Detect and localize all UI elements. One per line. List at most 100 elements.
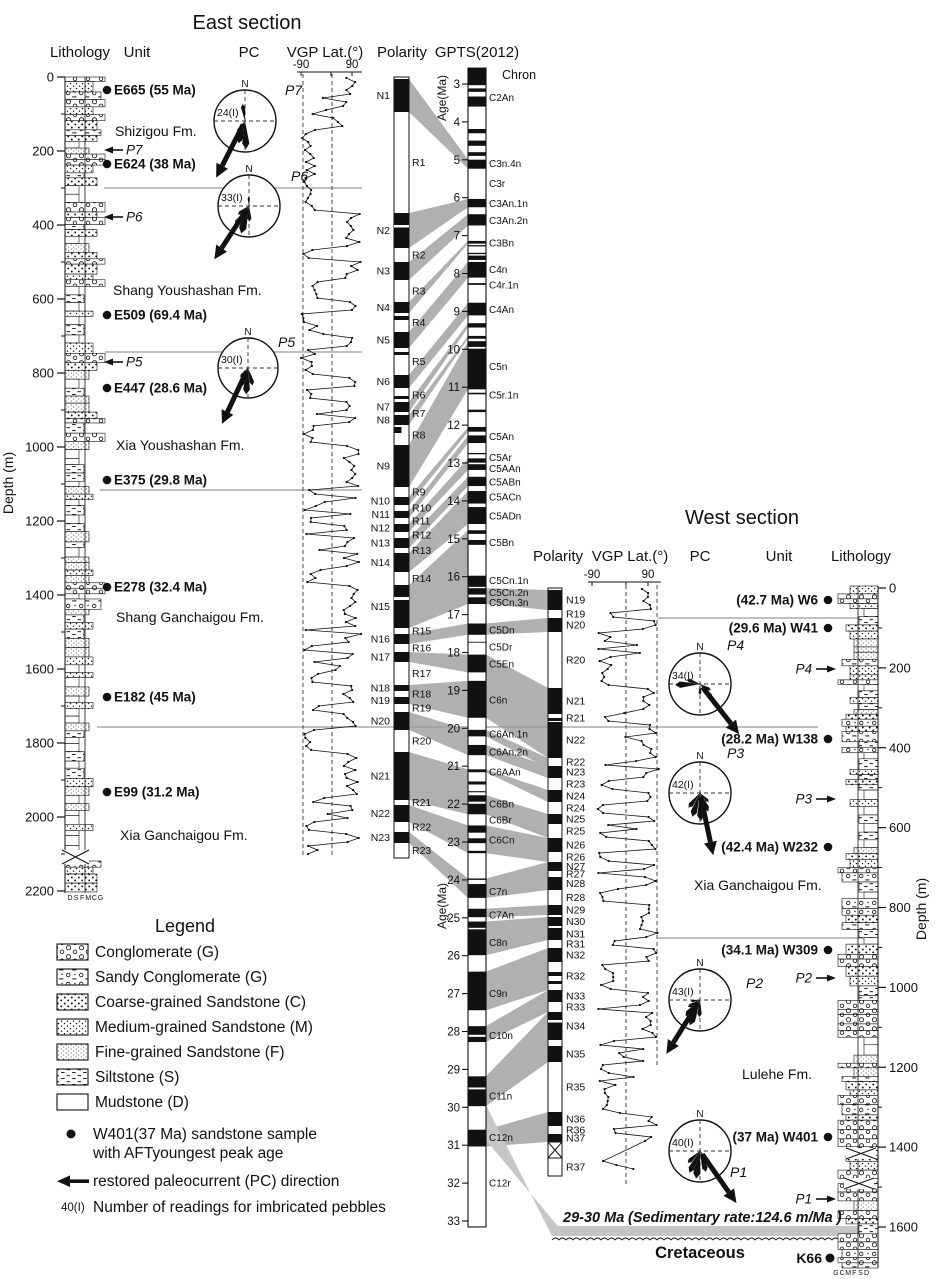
east-vgp-data-point (353, 384, 356, 388)
east-vgp-data-point (323, 796, 326, 800)
west-grainsize-letter: C (840, 1270, 845, 1277)
west-vgp-data-point (606, 667, 609, 671)
east-depth-tick-label: 2000 (25, 810, 54, 825)
east-lithology-bed (64, 224, 85, 230)
west-vgp-data-point (641, 995, 645, 999)
east-vgp-data-point (313, 660, 316, 664)
west-vgp-data-point (642, 599, 645, 603)
east-lithology-bed (64, 81, 94, 93)
gpts-west-correlation-band (486, 744, 548, 778)
polarity-zone-label: R13 (412, 545, 431, 557)
east-lithology-bed (64, 273, 94, 281)
chron-label: C8n (489, 938, 507, 949)
gpts-normal-chron (468, 261, 486, 278)
east-lithology-bed (64, 387, 85, 397)
rose-P5-reading-count: 30(I) (221, 354, 243, 366)
west-p-marker-label: P3 (795, 792, 812, 807)
east-vgp-data-point (345, 400, 348, 404)
west-polarity-normal-zone (548, 917, 562, 926)
rose-P3-petal (690, 793, 700, 817)
gpts-west-correlation-band (486, 729, 548, 768)
west-vgp-data-point (642, 695, 645, 699)
rose-P7-petal (242, 121, 250, 149)
polarity-zone-label: R33 (566, 1002, 585, 1014)
east-gpts-correlation-band (409, 805, 468, 854)
east-vgp-data-point (345, 784, 349, 788)
west-lithology-bed (849, 1089, 879, 1096)
polarity-zone-label: N22 (566, 735, 585, 747)
west-vgp-data-point (597, 631, 600, 635)
west-polarity-normal-zone (548, 1046, 562, 1062)
west-vgp-data-point (614, 1083, 617, 1087)
east-vgp-data-point (351, 84, 354, 88)
east-vgp-data-point (304, 160, 308, 164)
rose-P4-petal (675, 681, 700, 688)
east-vgp-data-point (343, 612, 347, 616)
gpts-west-correlation-band (486, 1012, 548, 1107)
west-vgp-curve (597, 588, 659, 1170)
west-grainsize-letter: D (864, 1270, 869, 1277)
polarity-zone-label: N2 (377, 225, 391, 237)
east-vgp-data-point (348, 376, 351, 380)
west-vgp-data-point (647, 911, 651, 915)
east-vgp-data-point (322, 332, 325, 336)
polarity-zone-label: R12 (412, 530, 431, 542)
east-depth-tick-label: 800 (32, 366, 54, 381)
east-lithology-bed (64, 449, 80, 459)
west-vgp-data-point (642, 699, 645, 703)
east-vgp-data-point (345, 408, 348, 412)
east-vgp-data-point (353, 380, 357, 384)
east-lithology-bed (64, 378, 80, 389)
rose-P3-label: P3 (727, 745, 744, 761)
east-lithology-bed (64, 334, 80, 344)
west-vgp-data-point (599, 983, 603, 987)
west-vgp-data-point (646, 799, 649, 803)
west-header-vgp: VGP Lat.(°) (592, 548, 669, 565)
polarity-zone-label: R1 (412, 157, 426, 169)
west-sample-label: (42.7 Ma) W6 (736, 593, 818, 608)
east-vgp-data-point (313, 288, 316, 292)
polarity-zone-label: N19 (371, 695, 390, 707)
rose-P1-reading-count: 40(I) (672, 1137, 694, 1149)
formation-label: Xia Ganchaigou Fm. (120, 827, 248, 843)
west-vgp-data-point (602, 675, 606, 679)
polarity-zone-label: N17 (371, 652, 390, 664)
gpts-normal-chron (468, 878, 486, 880)
west-vgp-data-point (614, 1131, 617, 1135)
east-sample-dot (102, 787, 112, 797)
gpts-normal-chron (468, 283, 486, 285)
gpts-normal-chron (468, 971, 486, 1011)
west-lithology-bed (845, 713, 879, 720)
west-grainsize-letter: M (845, 1270, 851, 1277)
west-lithology-bed (849, 859, 879, 868)
polarity-zone-label: R27 (566, 869, 585, 881)
east-vgp-data-point (312, 424, 315, 428)
gpts-normal-chron (468, 140, 486, 146)
polarity-zone-label: N12 (371, 523, 390, 535)
east-lithology-bed (64, 715, 80, 724)
east-lithology-bed (64, 362, 98, 371)
west-lithology-bed (849, 585, 879, 595)
west-depth-tick-label: 0 (889, 581, 896, 596)
west-vgp-data-point (645, 771, 648, 775)
west-vgp-data-point (652, 619, 656, 623)
age-tick-label: 17 (447, 610, 460, 622)
east-vgp-data-point (310, 676, 313, 680)
rose-P5-arrow-shaft (225, 370, 249, 414)
chron-label: C7An (489, 910, 514, 921)
west-vgp-data-point (609, 987, 612, 991)
legend-items: Conglomerate (G) Sandy Conglomerate (G) … (56, 943, 386, 1216)
rose-P1-arrow-shaft (700, 1152, 731, 1194)
east-sample-label: E447 (28.6 Ma) (114, 381, 207, 396)
east-polarity-normal-zone (394, 511, 409, 518)
west-lithology-bed (845, 943, 879, 955)
east-vgp-data-point (311, 680, 314, 684)
k66-sample-label: K66 (796, 1250, 822, 1266)
west-p-marker-arrowhead (827, 665, 836, 673)
west-polarity-normal-zone (548, 1134, 562, 1142)
gpts-normal-chron (468, 409, 486, 413)
east-vgp-data-point (354, 472, 357, 476)
east-vgp-data-point (342, 456, 346, 460)
west-vgp-data-point (641, 1027, 644, 1031)
